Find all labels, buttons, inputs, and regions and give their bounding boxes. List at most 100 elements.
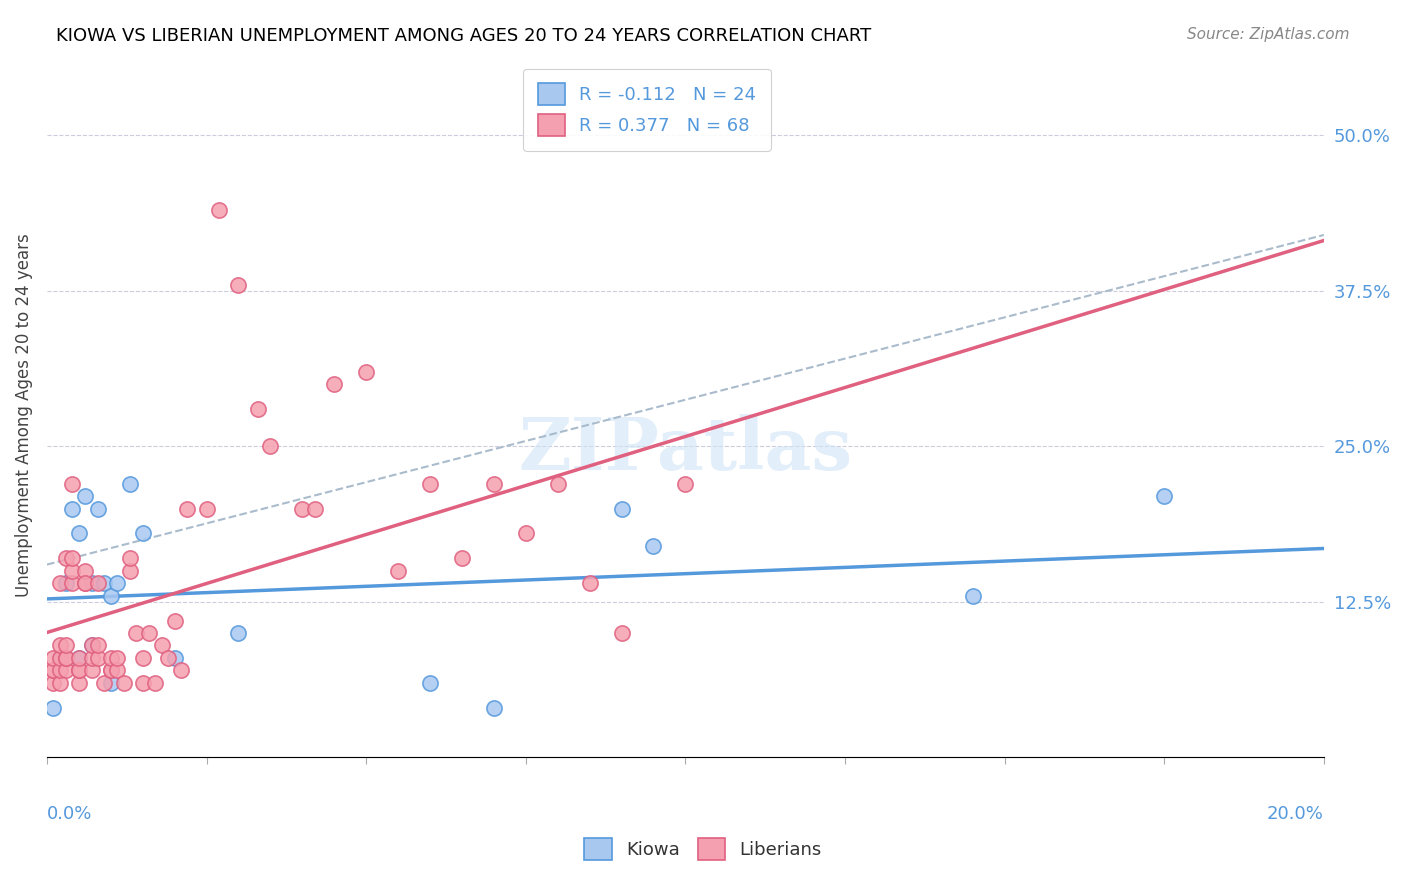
Point [515, 526, 537, 541]
Point [131, 526, 153, 541]
Text: 0.0%: 0.0% [46, 805, 93, 823]
Point [42, 663, 65, 677]
Point [67, 675, 90, 690]
Point [62, 576, 84, 591]
Point [67, 526, 90, 541]
Point [419, 476, 441, 491]
Point [131, 675, 153, 690]
Point [80, 663, 103, 677]
Point [547, 476, 569, 491]
Point [304, 501, 326, 516]
Point [55, 651, 77, 665]
Text: 20.0%: 20.0% [1267, 805, 1324, 823]
Point [145, 675, 167, 690]
Point [48, 576, 70, 591]
Point [100, 589, 122, 603]
Point [419, 675, 441, 690]
Point [42, 675, 65, 690]
Point [48, 651, 70, 665]
Point [87, 651, 110, 665]
Point [176, 501, 198, 516]
Point [62, 501, 84, 516]
Point [118, 564, 141, 578]
Point [228, 277, 250, 292]
Point [112, 675, 135, 690]
Point [125, 626, 148, 640]
Point [55, 651, 77, 665]
Point [387, 564, 409, 578]
Legend: R = -0.112   N = 24, R = 0.377   N = 68: R = -0.112 N = 24, R = 0.377 N = 68 [523, 69, 770, 151]
Point [48, 663, 70, 677]
Point [87, 639, 110, 653]
Point [451, 551, 474, 566]
Point [67, 663, 90, 677]
Point [131, 651, 153, 665]
Point [75, 576, 97, 591]
Point [208, 202, 231, 217]
Point [118, 551, 141, 566]
Point [259, 439, 281, 453]
Text: KIOWA VS LIBERIAN UNEMPLOYMENT AMONG AGES 20 TO 24 YEARS CORRELATION CHART: KIOWA VS LIBERIAN UNEMPLOYMENT AMONG AGE… [56, 27, 872, 45]
Point [80, 639, 103, 653]
Point [100, 663, 122, 677]
Point [75, 489, 97, 503]
Point [67, 651, 90, 665]
Point [578, 576, 600, 591]
Point [118, 476, 141, 491]
Point [323, 377, 346, 392]
Point [150, 639, 173, 653]
Point [42, 700, 65, 714]
Point [55, 576, 77, 591]
Point [354, 365, 377, 379]
Point [195, 501, 218, 516]
Point [105, 576, 128, 591]
Point [67, 651, 90, 665]
Point [93, 675, 115, 690]
Point [80, 576, 103, 591]
Point [42, 663, 65, 677]
Point [62, 564, 84, 578]
Point [80, 639, 103, 653]
Point [62, 476, 84, 491]
Point [48, 651, 70, 665]
Point [55, 663, 77, 677]
Point [962, 589, 984, 603]
Point [105, 651, 128, 665]
Point [643, 539, 665, 553]
Point [163, 614, 186, 628]
Point [67, 663, 90, 677]
Point [87, 576, 110, 591]
Text: Source: ZipAtlas.com: Source: ZipAtlas.com [1187, 27, 1350, 42]
Point [163, 651, 186, 665]
Point [610, 501, 633, 516]
Point [75, 564, 97, 578]
Point [80, 651, 103, 665]
Point [105, 663, 128, 677]
Point [100, 663, 122, 677]
Point [62, 551, 84, 566]
Point [610, 626, 633, 640]
Point [55, 551, 77, 566]
Point [228, 626, 250, 640]
Point [87, 501, 110, 516]
Point [75, 576, 97, 591]
Y-axis label: Unemployment Among Ages 20 to 24 years: Unemployment Among Ages 20 to 24 years [15, 234, 32, 597]
Point [157, 651, 180, 665]
Text: ZIPatlas: ZIPatlas [519, 414, 852, 485]
Point [100, 675, 122, 690]
Point [48, 639, 70, 653]
Point [482, 700, 505, 714]
Point [55, 639, 77, 653]
Point [138, 626, 160, 640]
Point [42, 651, 65, 665]
Point [48, 675, 70, 690]
Point [170, 663, 193, 677]
Point [1153, 489, 1175, 503]
Point [100, 651, 122, 665]
Point [246, 402, 269, 417]
Legend: Kiowa, Liberians: Kiowa, Liberians [569, 823, 837, 874]
Point [291, 501, 314, 516]
Point [482, 476, 505, 491]
Point [93, 576, 115, 591]
Point [673, 476, 696, 491]
